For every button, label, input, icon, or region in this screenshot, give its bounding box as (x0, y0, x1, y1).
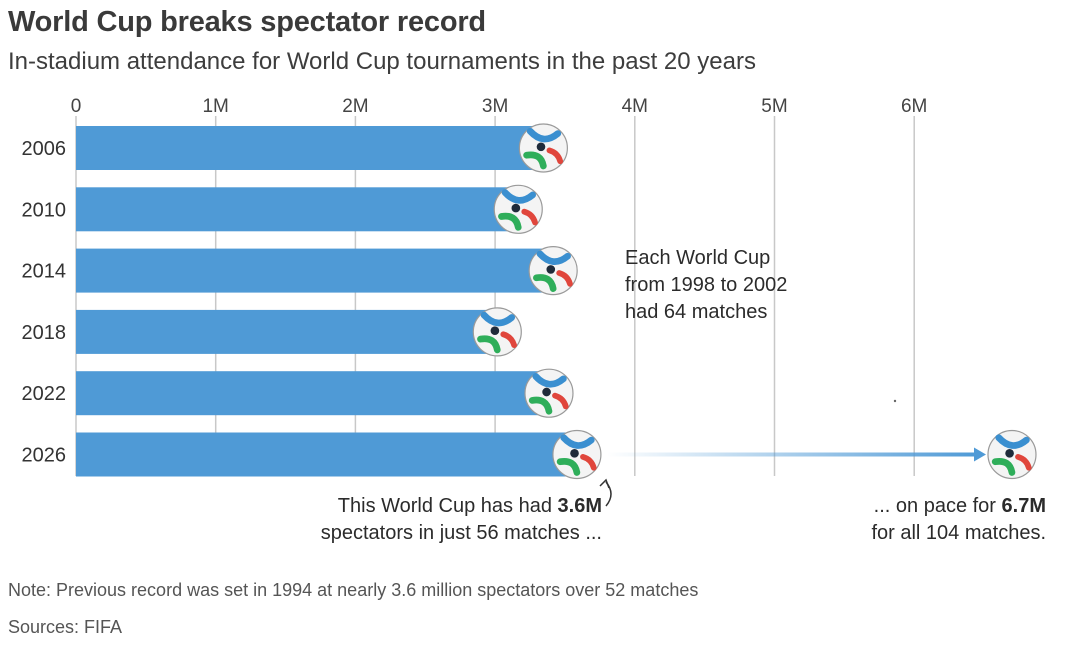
bar-2010 (76, 187, 521, 232)
soccer-ball-icon (493, 184, 543, 234)
x-tick-label: 4M (622, 96, 648, 117)
y-category-label: 2006 (22, 138, 67, 160)
stray-mark (893, 399, 897, 403)
projection-arrowhead (973, 447, 986, 462)
bar-2006 (76, 126, 546, 170)
y-category-label: 2014 (22, 261, 67, 283)
source-note: Sources: FIFA (8, 617, 123, 637)
soccer-ball-icon (518, 123, 568, 173)
chart-title: World Cup breaks spectator record (8, 6, 486, 38)
soccer-ball-icon (552, 429, 602, 480)
x-tick-label: 2M (342, 96, 368, 117)
bar-2026 (76, 432, 579, 477)
annotation-pointer-head (599, 478, 610, 489)
bar-2022 (76, 371, 551, 416)
y-category-label: 2026 (22, 445, 67, 467)
annotation-matches-line: had 64 matches (625, 301, 767, 323)
annotation-matches-line: from 1998 to 2002 (625, 274, 787, 296)
soccer-ball-icon (472, 307, 522, 357)
annotation-projected-line2: for all 104 matches. (871, 522, 1046, 544)
attendance-bar-chart: 0 1M 2M 3M 4M 5M 6M 2006 2010 2014 2018 2022 2026 E… (22, 96, 1047, 544)
x-tick-label: 5M (761, 96, 787, 117)
annotation-matches-line: Each World Cup (625, 247, 770, 269)
footnote: Note: Previous record was set in 1994 at… (8, 580, 699, 600)
chart-subtitle: In-stadium attendance for World Cup tour… (8, 48, 756, 75)
x-tick-label: 1M (202, 96, 228, 117)
annotation-current-line1: This World Cup has had 3.6M (338, 495, 602, 517)
bar-2014 (76, 248, 556, 293)
soccer-ball-icon (528, 246, 578, 296)
y-category-label: 2022 (22, 383, 67, 405)
x-tick-label: 3M (482, 96, 508, 117)
annotation-current-line2: spectators in just 56 matches ... (321, 522, 602, 544)
bar-2018 (76, 309, 500, 354)
soccer-ball-icon (987, 429, 1037, 480)
soccer-ball-icon (524, 368, 574, 418)
y-category-label: 2010 (22, 199, 67, 221)
x-tick-label: 0 (71, 96, 82, 117)
projection-arrow-line (606, 452, 976, 457)
y-category-label: 2018 (22, 322, 67, 344)
annotation-projected-line1: ... on pace for 6.7M (874, 495, 1046, 517)
x-tick-label: 6M (901, 96, 927, 117)
